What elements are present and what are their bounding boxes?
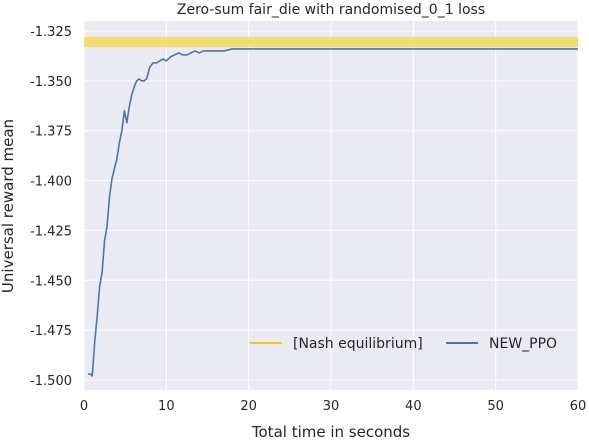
y-tick-label: -1.450	[30, 274, 72, 289]
y-tick-label: -1.375	[30, 125, 72, 140]
x-tick-label: 10	[158, 399, 175, 414]
x-tick-label: 50	[487, 399, 504, 414]
y-tick-label: -1.400	[30, 175, 72, 190]
nash-equilibrium-band	[84, 36, 578, 47]
legend-label-ppo: NEW_PPO	[489, 336, 557, 352]
y-tick-label: -1.500	[30, 374, 72, 389]
y-tick-label: -1.425	[30, 224, 72, 239]
y-tick-label: -1.325	[30, 25, 72, 40]
x-tick-label: 0	[80, 399, 88, 414]
grid-y	[84, 30, 578, 381]
y-tick-labels: -1.500 -1.475 -1.450 -1.425 -1.400 -1.375 -1.3…	[30, 25, 72, 389]
legend-label-nash: [Nash equilibrium]	[293, 336, 423, 352]
x-axis-label: Total time in seconds	[251, 423, 410, 441]
x-tick-label: 20	[240, 399, 257, 414]
x-tick-label: 30	[323, 399, 340, 414]
grid-x	[83, 21, 579, 390]
x-tick-label: 40	[405, 399, 422, 414]
chart-title: Zero-sum fair_die with randomised_0_1 lo…	[177, 2, 485, 18]
new-ppo-line	[88, 48, 578, 377]
y-tick-label: -1.475	[30, 324, 72, 339]
x-tick-labels: 0 10 20 30 40 50 60	[80, 399, 586, 414]
y-axis-label: Universal reward mean	[0, 119, 17, 293]
y-tick-label: -1.350	[30, 75, 72, 90]
x-tick-label: 60	[570, 399, 587, 414]
legend: [Nash equilibrium] NEW_PPO	[250, 336, 557, 352]
